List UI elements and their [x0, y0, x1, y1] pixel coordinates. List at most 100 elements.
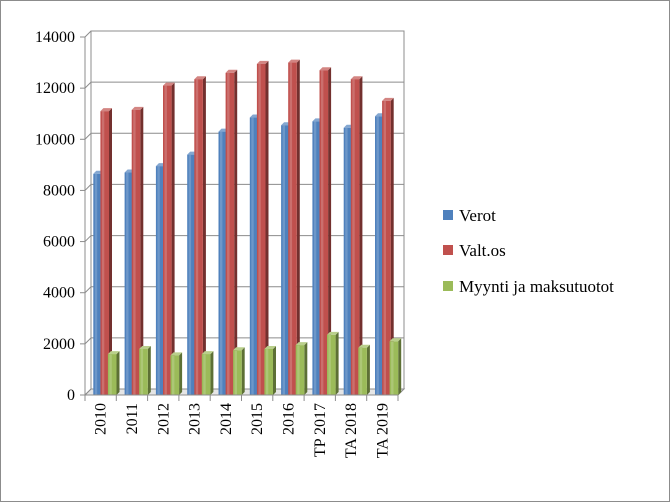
bar-side	[296, 59, 300, 395]
bar-highlight	[109, 354, 112, 395]
bar-top	[382, 97, 394, 101]
bar-front	[249, 117, 259, 396]
x-tick-label: 2011	[124, 403, 141, 434]
bar-front	[139, 348, 148, 395]
bar-top	[327, 331, 339, 335]
bar-highlight	[289, 62, 293, 395]
bar-front	[295, 345, 305, 395]
bar-top	[358, 344, 370, 348]
bar-front	[170, 355, 180, 395]
bar-highlight	[313, 121, 317, 395]
legend: Verot Valt.os Myynti ja maksutuotot	[443, 206, 614, 296]
bar-top	[194, 76, 206, 80]
bar-side	[359, 76, 363, 395]
bar-front	[107, 354, 117, 395]
bar	[256, 60, 269, 395]
bar	[382, 97, 394, 395]
bar	[319, 67, 332, 395]
bar-front	[375, 116, 384, 396]
bar-front	[312, 121, 321, 395]
y-axis: 0 2000 4000 6000 8000 10000 12000 14000	[35, 29, 86, 404]
bar-front	[124, 172, 134, 395]
bar-top	[389, 338, 402, 342]
legend-swatch	[443, 245, 453, 255]
bar-side	[390, 97, 394, 395]
legend-label: Verot	[459, 206, 496, 225]
bar	[295, 342, 308, 395]
bar-front	[163, 85, 172, 395]
bar-front	[358, 347, 367, 395]
bar	[288, 59, 300, 395]
bar-side	[147, 345, 151, 395]
bar-highlight	[220, 131, 223, 395]
bar-top	[295, 342, 308, 346]
bar-highlight	[164, 85, 167, 395]
bar-front	[382, 100, 391, 395]
bar-side	[202, 76, 206, 395]
bar-highlight	[188, 154, 192, 395]
gridline	[84, 30, 404, 38]
y-tick-label: 6000	[43, 234, 75, 251]
bar-top	[233, 347, 245, 351]
x-tick-label: 2013	[187, 403, 204, 435]
bar-highlight	[126, 172, 129, 395]
bar-side	[171, 82, 175, 395]
bar	[170, 352, 183, 395]
bar	[233, 347, 245, 395]
bar-front	[256, 63, 266, 395]
bar-front	[319, 70, 329, 395]
y-tick-label: 8000	[43, 182, 75, 199]
bar-side	[265, 60, 269, 395]
bar	[350, 76, 363, 395]
bar-highlight	[94, 173, 98, 395]
bar-front	[264, 348, 273, 395]
bar-front	[233, 350, 242, 395]
bar-highlight	[297, 345, 300, 395]
bar-highlight	[376, 116, 379, 396]
legend-item: Verot	[443, 206, 496, 225]
legend-item: Myynti ja maksutuotot	[443, 277, 614, 296]
bar-side	[241, 347, 245, 395]
x-tick-label: TA 2019	[374, 403, 391, 458]
bar-highlight	[321, 70, 324, 395]
bar-highlight	[157, 166, 160, 395]
x-tick-label: 2016	[280, 403, 297, 435]
bar-highlight	[345, 127, 348, 396]
bar-side	[366, 344, 370, 395]
y-tick-label: 12000	[35, 80, 75, 97]
bar-highlight	[251, 117, 254, 396]
bar-highlight	[258, 63, 261, 395]
bar	[194, 76, 206, 395]
bar-highlight	[391, 341, 394, 395]
bar	[225, 69, 238, 396]
bar-highlight	[195, 79, 199, 395]
bar-highlight	[234, 350, 237, 395]
y-tick-label: 0	[67, 387, 75, 404]
y-tick-label: 2000	[43, 336, 75, 353]
bar-side	[140, 106, 144, 395]
y-tick-label: 10000	[35, 131, 75, 148]
bar-front	[155, 166, 165, 395]
bar-side	[335, 331, 339, 395]
bar-highlight	[133, 109, 136, 395]
bar-highlight	[227, 72, 230, 396]
bar-top	[256, 60, 269, 64]
y-tick-label: 14000	[35, 29, 75, 46]
bar	[201, 351, 214, 395]
bar-side	[109, 108, 112, 396]
bar	[264, 345, 276, 395]
bar-highlight	[359, 347, 363, 395]
bar-top	[100, 108, 112, 112]
bar-top	[131, 106, 144, 110]
bar	[107, 351, 120, 395]
bar-side	[234, 69, 238, 396]
bar-highlight	[172, 355, 175, 395]
legend-swatch	[443, 210, 453, 220]
bar	[139, 345, 151, 395]
x-tick-label: 2010	[93, 403, 110, 435]
bar-front	[131, 109, 141, 395]
bar	[131, 106, 144, 395]
bar-side	[328, 67, 332, 395]
bar-top	[139, 345, 151, 349]
